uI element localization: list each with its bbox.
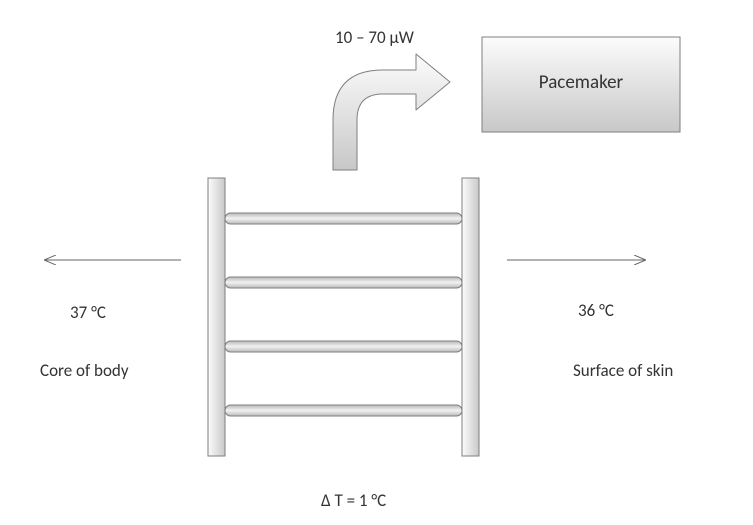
power-arrow [333,54,450,170]
power-label: 10 – 70 µW [335,27,414,48]
surface-of-skin-label: Surface of skin [573,360,673,381]
ladder-rung-4 [225,405,462,416]
ladder-rung-1 [225,213,462,224]
ladder-right-post [462,178,479,456]
core-of-body-label: Core of body [40,360,129,381]
right-temperature-label: 36 °C [578,300,614,321]
left-temperature-label: 37 °C [70,302,106,323]
ladder-rung-3 [225,341,462,352]
ladder-rung-2 [225,277,462,288]
ladder-left-post [208,178,225,456]
pacemaker-label: Pacemaker [482,71,680,94]
delta-t-label: Δ T = 1 °C [321,490,386,511]
